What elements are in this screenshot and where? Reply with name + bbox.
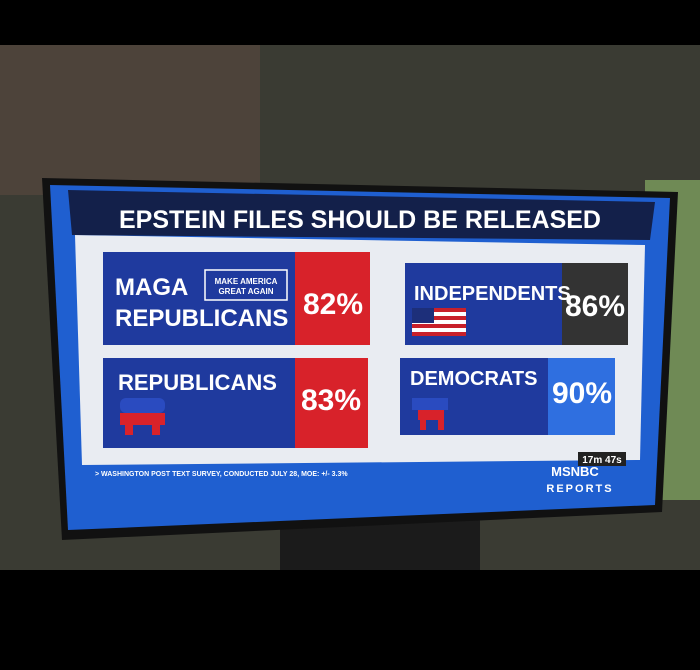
panel-value-bg	[295, 358, 368, 448]
panel-value: 83%	[301, 384, 361, 417]
top-band	[0, 0, 700, 45]
timer-bg	[578, 452, 626, 466]
badge-text: GREAT AGAIN	[218, 287, 273, 296]
panel-value: 82%	[303, 288, 363, 321]
title: EPSTEIN FILES SHOULD BE RELEASED	[119, 206, 601, 234]
bottom-band	[0, 570, 700, 670]
panel-value-bg	[562, 263, 628, 345]
panel-label: INDEPENDENTS	[414, 283, 571, 305]
title-bar	[68, 190, 655, 240]
us-flag	[412, 308, 466, 336]
show: REPORTS	[546, 483, 613, 495]
panel-value: 90%	[552, 377, 612, 410]
maga-badge	[204, 269, 288, 301]
network: MSNBC	[551, 464, 599, 479]
panel-value: 86%	[565, 290, 625, 323]
panel-value-bg	[548, 358, 615, 435]
panel-value-bg	[295, 252, 370, 345]
panel-label: REPUBLICANS	[115, 305, 288, 332]
timer: 17m 47s	[582, 455, 622, 466]
panel-label: DEMOCRATS	[410, 368, 537, 390]
panel-label: MAGA	[115, 274, 188, 301]
gop-elephant	[120, 398, 165, 435]
panel-label: REPUBLICANS	[118, 370, 277, 395]
dem-donkey	[412, 398, 448, 430]
badge-text: MAKE AMERICA	[215, 277, 278, 286]
blurred-finger	[0, 45, 260, 195]
source: > WASHINGTON POST TEXT SURVEY, CONDUCTED…	[95, 471, 348, 478]
